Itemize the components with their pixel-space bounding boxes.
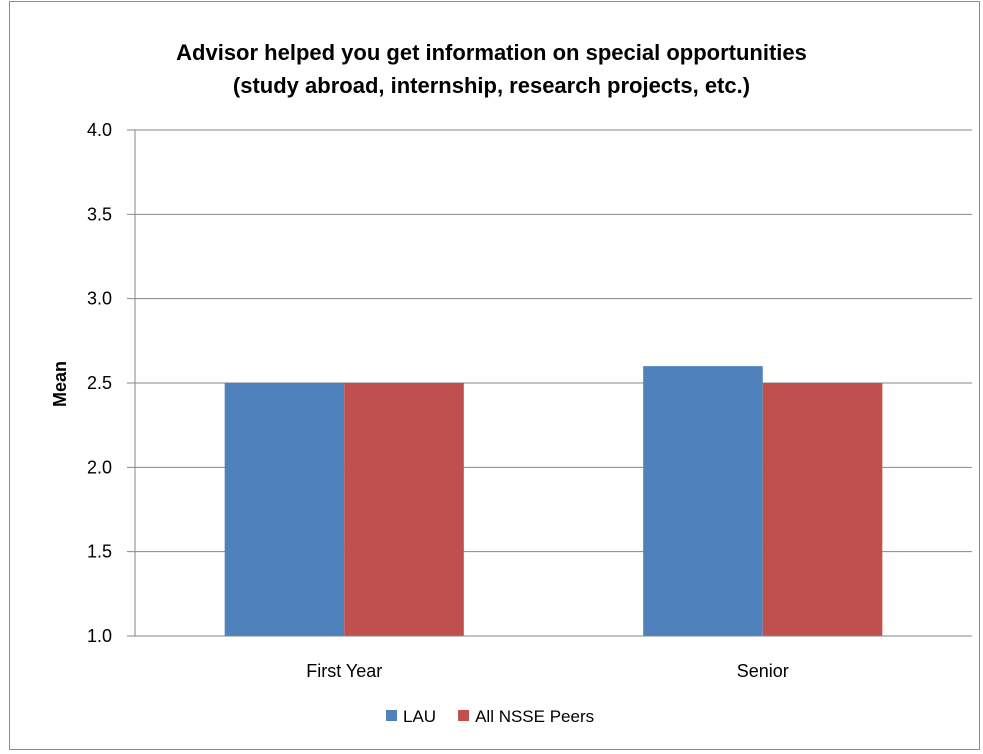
y-tick-label: 2.0 [87, 457, 112, 477]
chart-title-line-1: Advisor helped you get information on sp… [176, 40, 807, 65]
x-tick-labels: First Year Senior [306, 661, 789, 681]
y-tick-label: 4.0 [87, 120, 112, 140]
y-tick-label: 3.0 [87, 289, 112, 309]
legend: LAU All NSSE Peers [386, 707, 594, 726]
x-tick-label: First Year [306, 661, 382, 681]
bar-lau-senior [643, 366, 763, 636]
bar-all-nsse-peers-senior [762, 383, 883, 636]
y-tick-label: 2.5 [87, 373, 112, 393]
bar-lau-first-year [224, 383, 345, 636]
legend-label: LAU [403, 707, 436, 726]
legend-swatch [458, 710, 470, 721]
chart-title-line-2: (study abroad, internship, research proj… [232, 73, 751, 98]
legend-swatch [386, 710, 397, 721]
legend-label: All NSSE Peers [475, 707, 594, 726]
y-axis-label: Mean [50, 361, 70, 407]
y-tick-labels: 1.0 1.5 2.0 2.5 3.0 3.5 4.0 [87, 120, 112, 646]
y-tick-label: 1.0 [87, 626, 112, 646]
y-tick-label: 1.5 [87, 542, 112, 562]
y-tick-label: 3.5 [87, 204, 112, 224]
x-tick-label: Senior [737, 661, 789, 681]
bar-all-nsse-peers-first-year [344, 383, 464, 636]
chart-title: Advisor helped you get information on sp… [0, 0, 983, 102]
bars [135, 366, 972, 637]
